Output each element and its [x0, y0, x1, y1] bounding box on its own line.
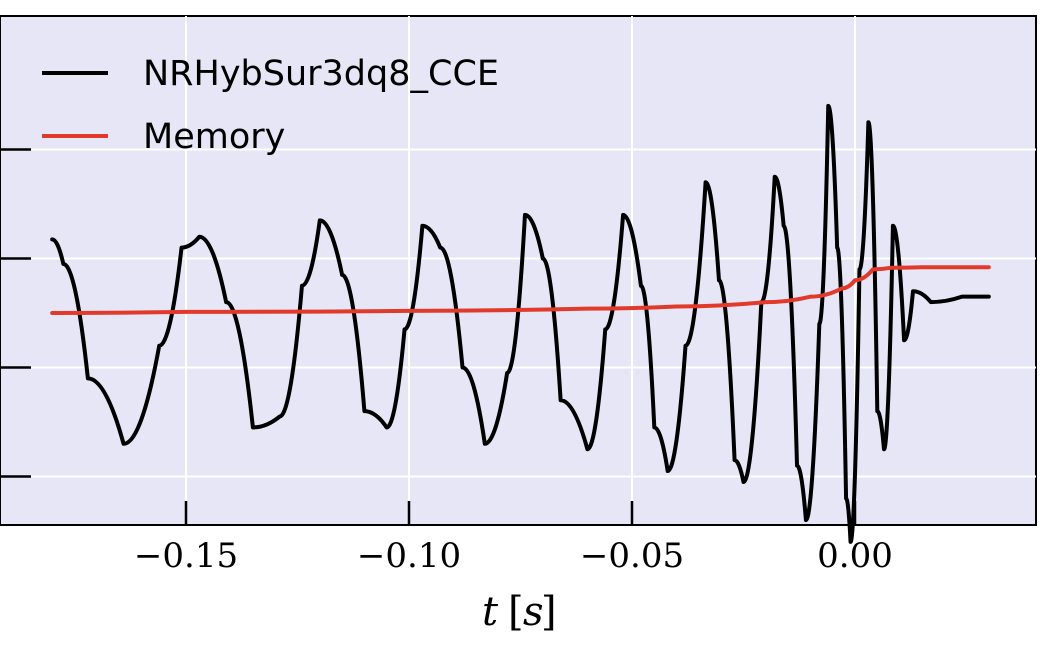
x-tick-label: 0.00	[817, 536, 893, 576]
legend-label-memory: Memory	[143, 117, 285, 157]
grid-lines	[0, 16, 1036, 525]
x-tick-labels: −0.15 −0.10 −0.05 0.00	[134, 536, 893, 576]
x-axis-label-bracket-right: ]	[541, 589, 557, 635]
series-line-memory	[50, 265, 991, 315]
x-axis-label: t [ s ]	[482, 589, 557, 635]
legend-label-nrhybsur: NRHybSur3dq8_CCE	[143, 54, 499, 94]
y-ticks	[0, 148, 31, 478]
x-axis-label-unit: s	[523, 589, 544, 635]
x-tick-label: −0.10	[357, 536, 461, 576]
x-tick-label: −0.15	[134, 536, 238, 576]
x-tick-label: −0.05	[580, 536, 684, 576]
x-axis-label-bracket-left: [	[508, 589, 524, 635]
plot-background	[0, 15, 1037, 526]
legend: NRHybSur3dq8_CCE Memory	[42, 54, 499, 157]
x-axis-label-symbol: t	[482, 589, 499, 635]
